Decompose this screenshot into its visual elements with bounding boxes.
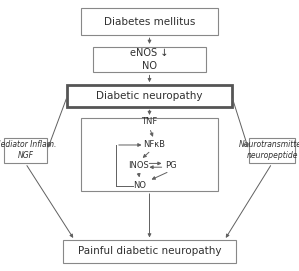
FancyBboxPatch shape (67, 85, 232, 107)
FancyBboxPatch shape (81, 118, 218, 191)
FancyBboxPatch shape (81, 8, 218, 35)
FancyBboxPatch shape (249, 138, 295, 163)
Text: Painful diabetic neuropathy: Painful diabetic neuropathy (78, 247, 221, 256)
Text: eNOS ↓
NO: eNOS ↓ NO (130, 49, 169, 71)
Text: TNF: TNF (141, 117, 158, 127)
FancyBboxPatch shape (4, 138, 47, 163)
Text: Diabetes mellitus: Diabetes mellitus (104, 17, 195, 27)
Text: Diabetic neuropathy: Diabetic neuropathy (96, 91, 203, 101)
Text: Mediator Inflam.
NGF: Mediator Inflam. NGF (0, 140, 57, 160)
Text: PG: PG (165, 161, 177, 170)
FancyBboxPatch shape (63, 240, 236, 263)
Text: Neurotransmitter
neuropeptide: Neurotransmitter neuropeptide (239, 140, 299, 160)
Text: INOS: INOS (128, 161, 149, 170)
Text: NO: NO (133, 181, 147, 190)
FancyBboxPatch shape (93, 47, 206, 72)
Text: NFκB: NFκB (143, 140, 165, 150)
